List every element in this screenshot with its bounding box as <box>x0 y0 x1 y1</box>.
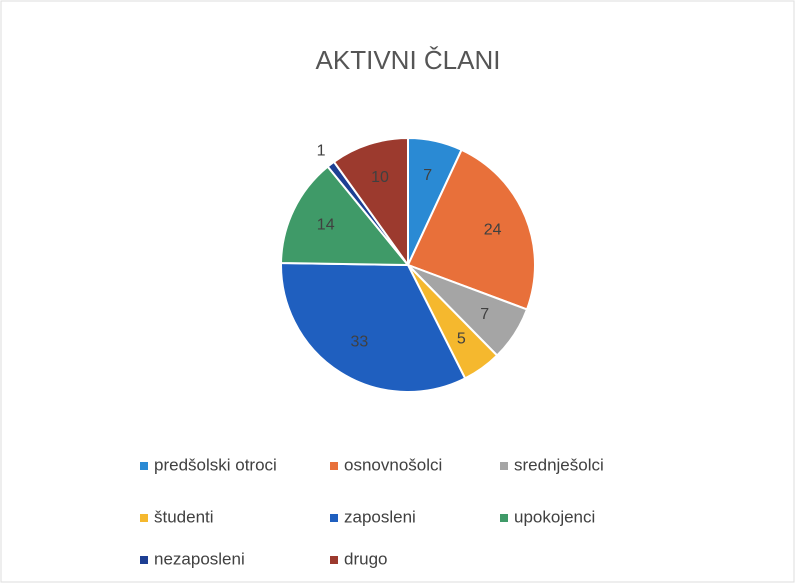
legend-label: predšolski otroci <box>154 455 277 474</box>
legend-label: drugo <box>344 549 387 568</box>
pie-slice <box>406 148 536 311</box>
chart-title: AKTIVNI ČLANI <box>316 45 501 75</box>
legend-label: študenti <box>154 507 214 526</box>
pie-slice <box>279 165 411 267</box>
legend-swatch <box>500 462 508 470</box>
value-label: 5 <box>457 331 466 348</box>
legend-swatch <box>330 462 338 470</box>
legend-label: upokojenci <box>514 507 595 526</box>
legend-label: nezaposleni <box>154 549 245 568</box>
legend-label: osnovnošolci <box>344 455 442 474</box>
legend-swatch <box>500 514 508 522</box>
legend-swatch <box>330 556 338 564</box>
value-label: 14 <box>317 216 335 233</box>
pie-slice <box>280 262 467 393</box>
legend-swatch <box>140 556 148 564</box>
legend-swatch <box>140 514 148 522</box>
value-label: 33 <box>351 334 369 351</box>
pie-slice <box>332 136 409 269</box>
value-label: 7 <box>480 306 489 323</box>
value-label: 1 <box>317 143 326 160</box>
legend-label: zaposleni <box>344 507 416 526</box>
value-label: 10 <box>371 169 389 186</box>
legend-label: srednješolci <box>514 455 604 474</box>
value-label: 24 <box>484 222 502 239</box>
legend-swatch <box>330 514 338 522</box>
legend-swatch <box>140 462 148 470</box>
value-label: 7 <box>423 167 432 184</box>
